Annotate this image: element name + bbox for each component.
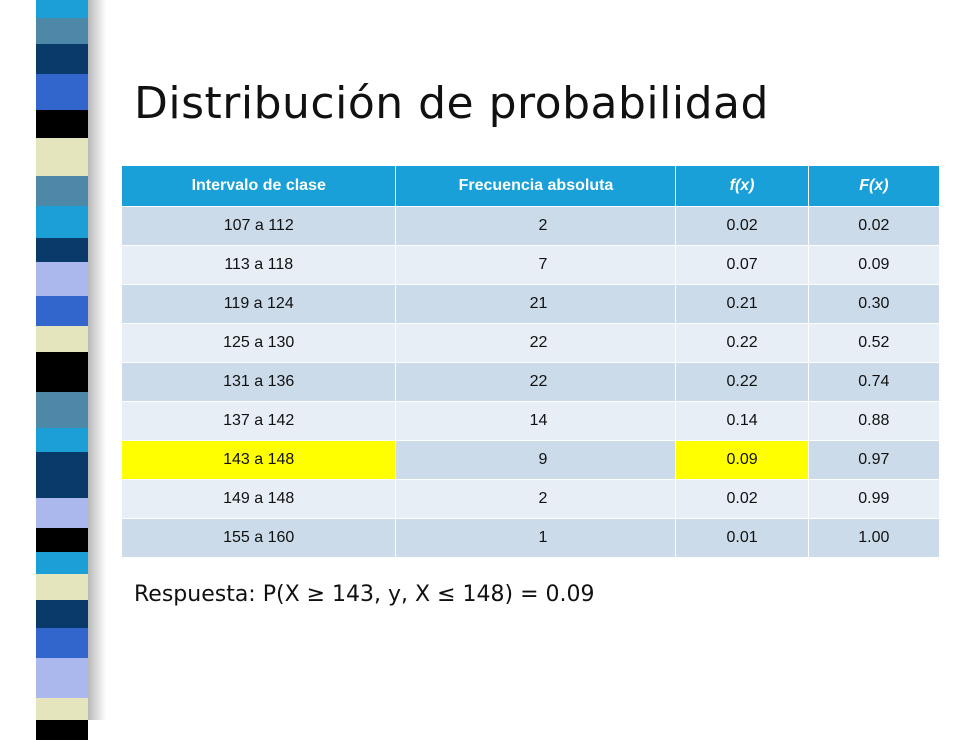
table-row-highlighted: 143 a 148 9 0.09 0.97 (122, 440, 941, 480)
cell-cumulative: 0.97 (808, 440, 941, 480)
cell-fx: 0.22 (675, 323, 809, 363)
cell-frequency: 1 (395, 518, 677, 557)
cell-frequency: 7 (395, 245, 677, 285)
cell-fx: 0.22 (675, 362, 809, 402)
cell-cumulative: 0.88 (808, 401, 941, 441)
table-row: 107 a 112 2 0.02 0.02 (122, 206, 941, 246)
cell-frequency: 2 (395, 206, 677, 246)
cell-interval: 125 a 130 (122, 323, 397, 363)
decorative-stripe-bar (36, 0, 88, 740)
cell-frequency: 22 (395, 323, 677, 363)
probability-table: Intervalo de clase Frecuencia absoluta f… (122, 166, 941, 557)
table-row: 125 a 130 22 0.22 0.52 (122, 323, 941, 363)
cell-interval: 143 a 148 (122, 440, 397, 480)
table-row: 137 a 142 14 0.14 0.88 (122, 401, 941, 441)
cell-interval: 155 a 160 (122, 518, 397, 557)
cell-fx: 0.02 (675, 479, 809, 519)
stripe-shadow (88, 0, 106, 720)
cell-interval: 131 a 136 (122, 362, 397, 402)
cell-interval: 149 a 148 (122, 479, 397, 519)
cell-frequency: 21 (395, 284, 677, 324)
cell-interval: 137 a 142 (122, 401, 397, 441)
table-row: 155 a 160 1 0.01 1.00 (122, 518, 941, 557)
cell-frequency: 14 (395, 401, 677, 441)
cell-fx: 0.09 (675, 440, 809, 480)
cell-frequency: 9 (395, 440, 677, 480)
cell-interval: 107 a 112 (122, 206, 397, 246)
cell-fx: 0.01 (675, 518, 809, 557)
cell-interval: 119 a 124 (122, 284, 397, 324)
cell-cumulative: 0.52 (808, 323, 941, 363)
cell-fx: 0.07 (675, 245, 809, 285)
table-row: 119 a 124 21 0.21 0.30 (122, 284, 941, 324)
cell-cumulative: 1.00 (808, 518, 941, 557)
cell-fx: 0.14 (675, 401, 809, 441)
table-header-row: Intervalo de clase Frecuencia absoluta f… (122, 166, 941, 207)
cell-cumulative: 0.74 (808, 362, 941, 402)
cell-frequency: 22 (395, 362, 677, 402)
header-fx: f(x) (675, 166, 809, 207)
table-row: 149 a 148 2 0.02 0.99 (122, 479, 941, 519)
header-cumulative-fx: F(x) (808, 166, 941, 207)
cell-fx: 0.02 (675, 206, 809, 246)
answer-text: Respuesta: P(X ≥ 143, y, X ≤ 148) = 0.09 (134, 582, 595, 607)
cell-cumulative: 0.09 (808, 245, 941, 285)
table-row: 131 a 136 22 0.22 0.74 (122, 362, 941, 402)
header-frequency: Frecuencia absoluta (395, 166, 677, 207)
cell-frequency: 2 (395, 479, 677, 519)
table-row: 113 a 118 7 0.07 0.09 (122, 245, 941, 285)
cell-cumulative: 0.99 (808, 479, 941, 519)
cell-cumulative: 0.02 (808, 206, 941, 246)
cell-fx: 0.21 (675, 284, 809, 324)
cell-cumulative: 0.30 (808, 284, 941, 324)
cell-interval: 113 a 118 (122, 245, 397, 285)
slide-title: Distribución de probabilidad (134, 78, 769, 129)
header-interval: Intervalo de clase (122, 166, 397, 207)
